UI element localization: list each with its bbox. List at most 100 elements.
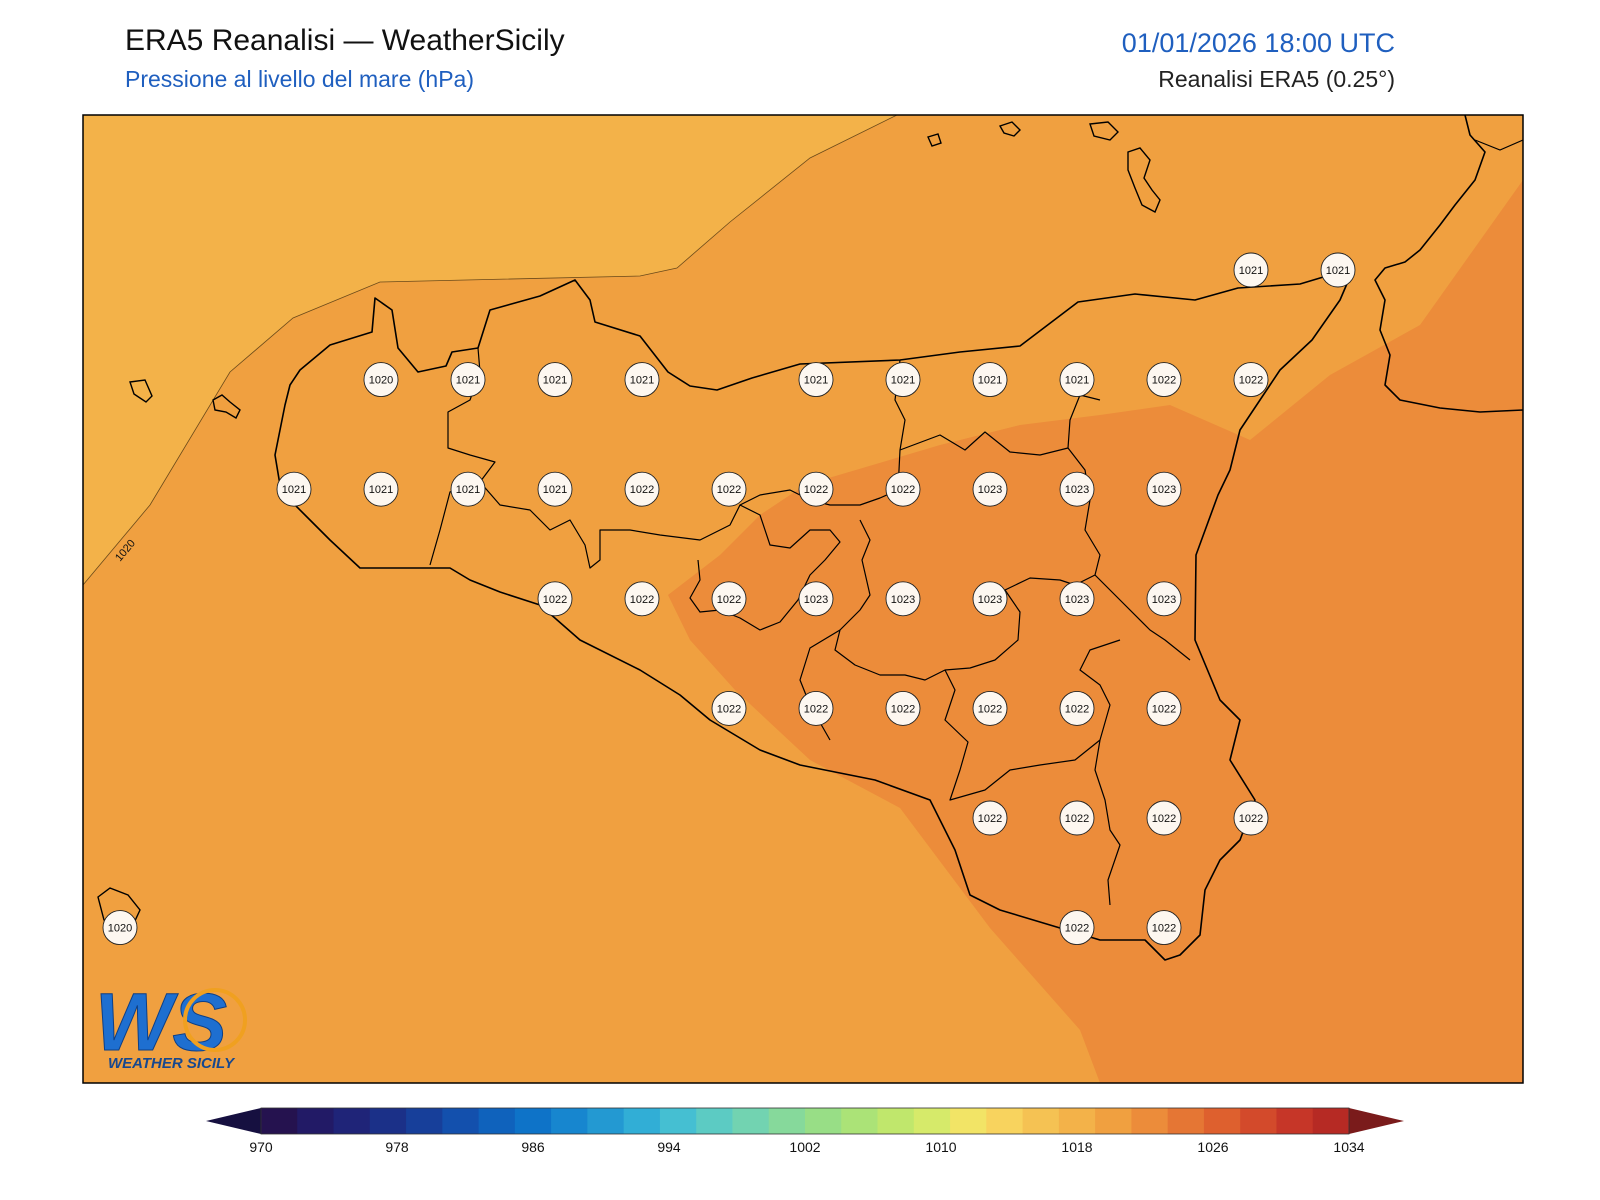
station-value: 1023	[1065, 594, 1089, 606]
station-marker: 1021	[450, 471, 486, 507]
station-circle	[102, 910, 138, 946]
station-marker: 1023	[972, 581, 1008, 617]
station-circle	[798, 362, 834, 398]
colorbar-tick-label: 1018	[1061, 1139, 1092, 1155]
station-marker: 1021	[1320, 252, 1356, 288]
station-marker: 1021	[798, 362, 834, 398]
station-marker: 1020	[102, 910, 138, 946]
station-circle	[624, 471, 660, 507]
station-marker: 1022	[1146, 910, 1182, 946]
station-marker: 1021	[1233, 252, 1269, 288]
station-value: 1021	[1065, 375, 1089, 387]
colorbar-cell	[768, 1108, 806, 1134]
isobar-1020-line	[83, 115, 898, 586]
station-value: 1023	[804, 594, 828, 606]
colorbar-tick-label: 1002	[789, 1139, 820, 1155]
colorbar-cell	[841, 1108, 879, 1134]
station-value: 1022	[1239, 375, 1263, 387]
station-value: 1022	[543, 594, 567, 606]
station-circle	[885, 690, 921, 726]
station-circle	[1146, 362, 1182, 398]
colorbar-cell	[1131, 1108, 1169, 1134]
colorbar-cell	[877, 1108, 915, 1134]
station-value: 1020	[108, 923, 132, 935]
station-marker: 1022	[972, 690, 1008, 726]
station-marker: 1022	[1146, 362, 1182, 398]
station-marker: 1022	[885, 471, 921, 507]
station-marker: 1023	[798, 581, 834, 617]
station-circle	[711, 690, 747, 726]
pressure-field: 1021 1021 1020 1021 1021 1021 1021 1021 1021 1021…	[83, 115, 1523, 1083]
calabria-north-coast	[1474, 139, 1523, 151]
station-marker: 1023	[1146, 581, 1182, 617]
colorbar-tick-label: 970	[249, 1139, 273, 1155]
station-circle	[885, 362, 921, 398]
station-value: 1022	[630, 594, 654, 606]
colorbar-cell	[1276, 1108, 1314, 1134]
colorbar-frame	[260, 1107, 1350, 1135]
station-marker: 1021	[363, 471, 399, 507]
station-circle	[1059, 471, 1095, 507]
station-value: 1022	[1152, 923, 1176, 935]
station-value: 1022	[891, 703, 915, 715]
station-marker: 1022	[1059, 800, 1095, 836]
station-marker: 1020	[363, 362, 399, 398]
station-marker: 1022	[1146, 690, 1182, 726]
colorbar-cell	[1095, 1108, 1132, 1134]
colorbar-cell	[297, 1108, 335, 1134]
station-circle	[450, 362, 486, 398]
colorbar-cell	[732, 1108, 770, 1134]
station-marker: 1022	[537, 581, 573, 617]
colorbar-tick-label: 986	[521, 1139, 545, 1155]
station-value: 1022	[1239, 813, 1263, 825]
station-value: 1022	[1065, 813, 1089, 825]
station-values-layer: 1021 1021 1020 1021 1021 1021 1021 1021 1021 1021…	[102, 252, 1356, 946]
logo-letters: WS	[95, 977, 227, 1068]
station-value: 1022	[891, 484, 915, 496]
station-marker: 1022	[711, 471, 747, 507]
colorbar-cell	[333, 1108, 371, 1134]
station-marker: 1022	[798, 471, 834, 507]
station-marker: 1023	[1059, 581, 1095, 617]
station-circle	[624, 581, 660, 617]
colorbar-cell	[1312, 1108, 1350, 1134]
colorbar-cell	[1022, 1108, 1060, 1134]
colorbar: 970 978 986 994 1002 1010 1018 1026 1034	[206, 1107, 1404, 1155]
station-value: 1022	[717, 484, 741, 496]
station-marker: 1021	[885, 362, 921, 398]
colorbar-cell	[442, 1108, 480, 1134]
station-circle	[363, 471, 399, 507]
colorbar-tick-label: 1026	[1197, 1139, 1228, 1155]
station-circle	[1059, 690, 1095, 726]
station-circle	[1059, 910, 1095, 946]
station-marker: 1022	[1233, 362, 1269, 398]
station-marker: 1022	[885, 690, 921, 726]
colorbar-cell	[261, 1108, 298, 1134]
weathersicily-logo: WS WEATHER SICILY	[95, 977, 247, 1072]
station-value: 1021	[282, 484, 306, 496]
station-value: 1021	[543, 484, 567, 496]
colorbar-cell	[587, 1108, 625, 1134]
station-circle	[972, 800, 1008, 836]
colorbar-cell	[406, 1108, 443, 1134]
station-marker: 1021	[972, 362, 1008, 398]
station-value: 1022	[978, 813, 1002, 825]
colorbar-cell	[514, 1108, 552, 1134]
station-value: 1021	[978, 375, 1002, 387]
station-marker: 1022	[1233, 800, 1269, 836]
station-circle	[1059, 581, 1095, 617]
station-circle	[537, 471, 573, 507]
colorbar-tick-label: 978	[385, 1139, 409, 1155]
station-circle	[1320, 252, 1356, 288]
station-circle	[624, 362, 660, 398]
colorbar-cell	[805, 1108, 842, 1134]
station-value: 1021	[804, 375, 828, 387]
station-circle	[885, 471, 921, 507]
station-value: 1022	[717, 703, 741, 715]
station-value: 1023	[978, 594, 1002, 606]
station-value: 1022	[1152, 375, 1176, 387]
station-circle	[972, 690, 1008, 726]
station-circle	[798, 690, 834, 726]
station-marker: 1021	[450, 362, 486, 398]
